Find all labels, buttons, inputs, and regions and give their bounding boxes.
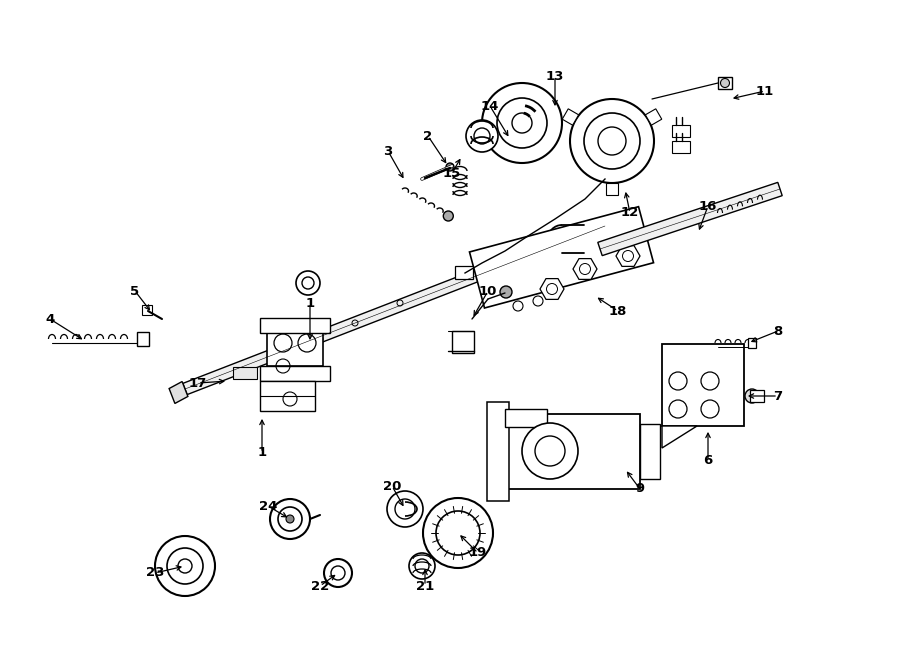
- Circle shape: [745, 389, 759, 403]
- Bar: [640, 424, 660, 479]
- Bar: [267, 324, 323, 366]
- Bar: [455, 266, 473, 279]
- Bar: [137, 332, 149, 346]
- Circle shape: [155, 536, 215, 596]
- Circle shape: [466, 120, 498, 152]
- Text: 14: 14: [481, 100, 500, 112]
- Text: 22: 22: [310, 580, 329, 592]
- Circle shape: [500, 286, 512, 298]
- Polygon shape: [662, 426, 697, 448]
- Text: 20: 20: [382, 479, 401, 492]
- Circle shape: [387, 491, 423, 527]
- Text: 13: 13: [545, 69, 564, 83]
- Bar: [260, 381, 315, 411]
- Text: 7: 7: [773, 389, 783, 403]
- Circle shape: [331, 566, 345, 580]
- Circle shape: [482, 83, 562, 163]
- Text: 1: 1: [305, 297, 315, 309]
- Bar: [750, 390, 764, 402]
- Text: 3: 3: [383, 145, 392, 157]
- Polygon shape: [645, 109, 662, 125]
- Text: 15: 15: [443, 167, 461, 180]
- Bar: [233, 367, 257, 379]
- Bar: [260, 318, 330, 333]
- Text: 2: 2: [423, 130, 433, 143]
- Text: 10: 10: [479, 284, 497, 297]
- Circle shape: [474, 128, 490, 144]
- Text: 6: 6: [704, 455, 713, 467]
- Bar: [260, 366, 330, 381]
- Polygon shape: [606, 183, 618, 195]
- Circle shape: [721, 79, 730, 87]
- Polygon shape: [183, 220, 608, 395]
- Circle shape: [167, 548, 203, 584]
- Bar: [505, 409, 547, 427]
- Circle shape: [415, 559, 429, 573]
- Text: 16: 16: [698, 200, 717, 212]
- Circle shape: [286, 515, 294, 523]
- Bar: [662, 344, 744, 426]
- Circle shape: [395, 499, 415, 519]
- Circle shape: [278, 507, 302, 531]
- Circle shape: [436, 511, 480, 555]
- Circle shape: [178, 559, 192, 573]
- Circle shape: [324, 559, 352, 587]
- Text: 1: 1: [257, 446, 266, 459]
- Circle shape: [598, 127, 626, 155]
- Bar: [748, 338, 756, 348]
- Polygon shape: [169, 381, 188, 403]
- Polygon shape: [598, 182, 782, 256]
- Bar: [142, 305, 152, 315]
- Text: 24: 24: [259, 500, 277, 512]
- Circle shape: [535, 436, 565, 466]
- Text: 9: 9: [635, 483, 644, 496]
- Text: 11: 11: [756, 85, 774, 98]
- Bar: [505, 414, 640, 489]
- Text: 23: 23: [146, 566, 164, 580]
- Circle shape: [423, 498, 493, 568]
- Bar: [718, 77, 732, 89]
- Text: 8: 8: [773, 325, 783, 338]
- Bar: [452, 331, 474, 353]
- Bar: [470, 207, 653, 308]
- Bar: [672, 141, 690, 153]
- Circle shape: [444, 211, 454, 221]
- Circle shape: [584, 113, 640, 169]
- Circle shape: [270, 499, 310, 539]
- Text: 12: 12: [621, 206, 639, 219]
- Circle shape: [446, 163, 454, 171]
- Circle shape: [522, 423, 578, 479]
- Bar: [672, 125, 690, 137]
- Circle shape: [570, 99, 654, 183]
- Circle shape: [409, 553, 435, 579]
- Bar: [487, 402, 509, 501]
- Text: 21: 21: [416, 580, 434, 592]
- Text: 4: 4: [45, 313, 55, 325]
- Circle shape: [497, 98, 547, 148]
- Text: 18: 18: [608, 305, 627, 317]
- Text: 5: 5: [130, 284, 140, 297]
- Polygon shape: [562, 109, 579, 125]
- Circle shape: [512, 113, 532, 133]
- Text: 19: 19: [469, 547, 487, 559]
- Text: 17: 17: [189, 377, 207, 389]
